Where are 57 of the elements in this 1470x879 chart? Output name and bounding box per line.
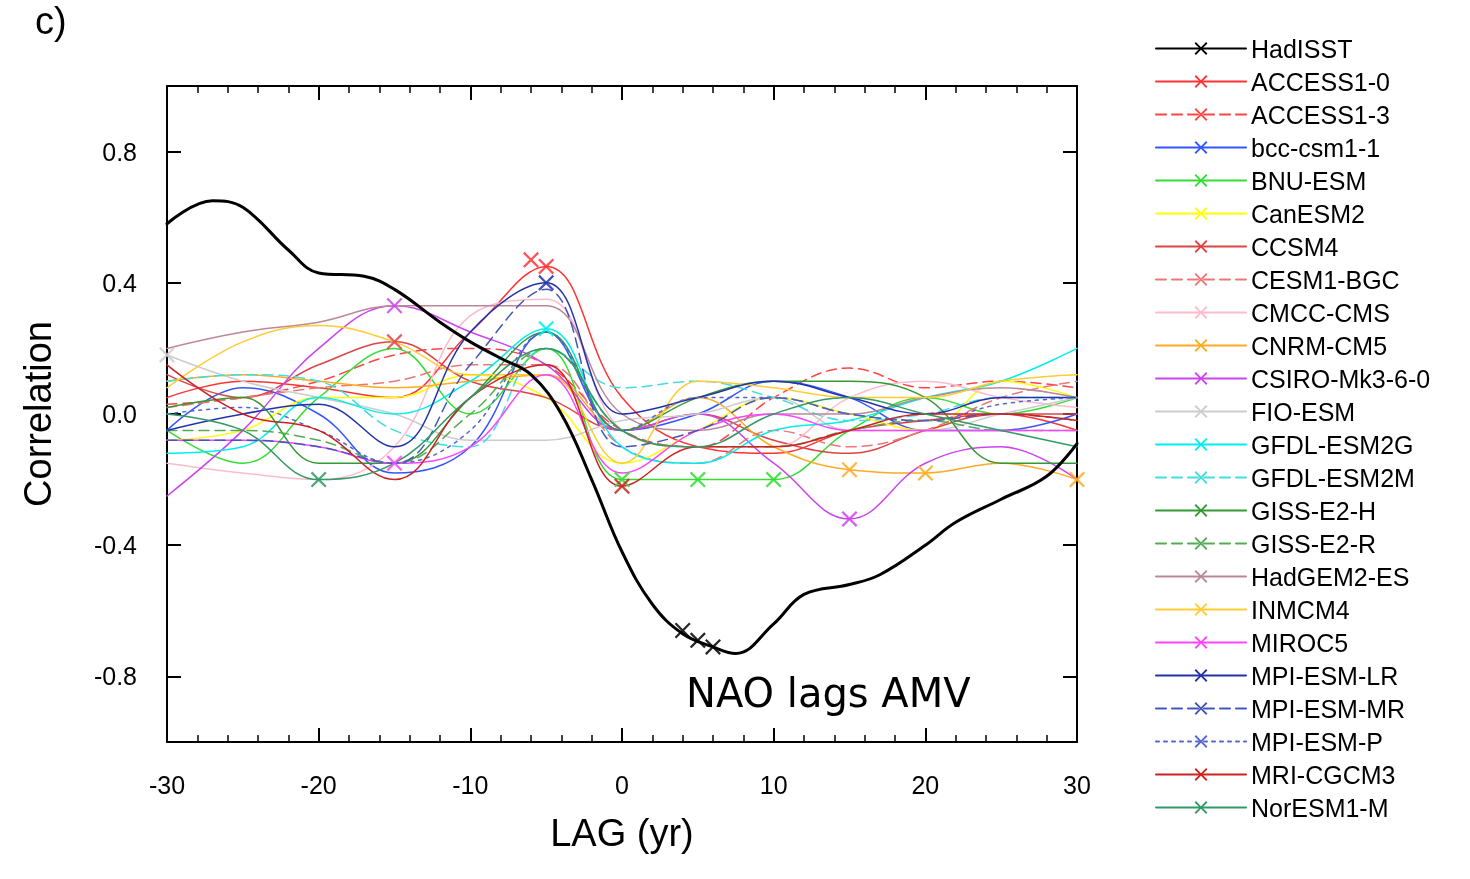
point (841, 461, 858, 478)
y-tick-label: 0.4 (102, 268, 138, 297)
legend-label: GFDL-ESM2M (1251, 463, 1415, 492)
x-tick-label: 10 (759, 770, 788, 799)
legend-label: MPI-ESM-MR (1251, 694, 1406, 723)
legend-label: GISS-E2-H (1251, 496, 1377, 525)
legend-label: BNU-ESM (1251, 166, 1367, 195)
x-tick-label: -30 (148, 770, 186, 799)
x-tick-label: -20 (300, 770, 337, 799)
y-tick-label: -0.8 (93, 662, 137, 691)
point (386, 333, 403, 350)
legend-label: MIROC5 (1251, 628, 1349, 657)
y-axis-title: Correlation (17, 321, 59, 507)
legend-label: ACCESS1-3 (1251, 100, 1390, 129)
point (538, 274, 555, 291)
point (765, 471, 782, 488)
point (310, 471, 327, 488)
point (386, 455, 403, 472)
legend-label: INMCM4 (1251, 595, 1350, 624)
point (538, 320, 555, 337)
point (159, 346, 175, 363)
legend-label: GISS-E2-R (1251, 529, 1377, 558)
point (386, 297, 403, 314)
point (614, 478, 630, 495)
legend-label: CanESM2 (1251, 199, 1365, 228)
legend-label: CNRM-CM5 (1251, 331, 1388, 360)
point (538, 258, 555, 275)
point (689, 471, 706, 488)
legend-label: FIO-ESM (1251, 397, 1356, 426)
legend-label: HadISST (1251, 34, 1353, 63)
legend-label: MPI-ESM-P (1251, 727, 1383, 756)
point (917, 465, 934, 482)
legend-label: HadGEM2-ES (1251, 562, 1410, 591)
annotation: NAO lags AMV (686, 670, 972, 716)
point (614, 471, 630, 488)
x-tick-label: 20 (911, 770, 940, 799)
y-tick-label: 0.0 (102, 400, 137, 428)
legend-label: NorESM1-M (1251, 793, 1389, 822)
legend-label: CSIRO-Mk3-6-0 (1251, 364, 1431, 393)
y-tick-label: 0.8 (102, 137, 137, 166)
point (523, 251, 539, 268)
legend-label: GFDL-ESM2G (1251, 430, 1414, 459)
x-tick-label: -10 (452, 770, 489, 799)
legend-label: CESM1-BGC (1251, 265, 1400, 294)
x-axis-title: LAG (yr) (550, 812, 694, 854)
point (841, 510, 858, 527)
legend-label: MRI-CGCM3 (1251, 760, 1396, 789)
x-tick-label: 30 (1063, 770, 1091, 799)
legend-label: MPI-ESM-LR (1251, 661, 1399, 690)
legend-label: CCSM4 (1251, 232, 1339, 261)
y-tick-label: -0.4 (93, 531, 138, 560)
legend-label: ACCESS1-0 (1251, 67, 1390, 96)
x-tick-label: 0 (615, 770, 629, 799)
legend-label: bcc-csm1-1 (1251, 133, 1381, 162)
point (1069, 471, 1085, 488)
text: c) (35, 0, 67, 42)
legend-label: CMCC-CMS (1251, 298, 1390, 327)
